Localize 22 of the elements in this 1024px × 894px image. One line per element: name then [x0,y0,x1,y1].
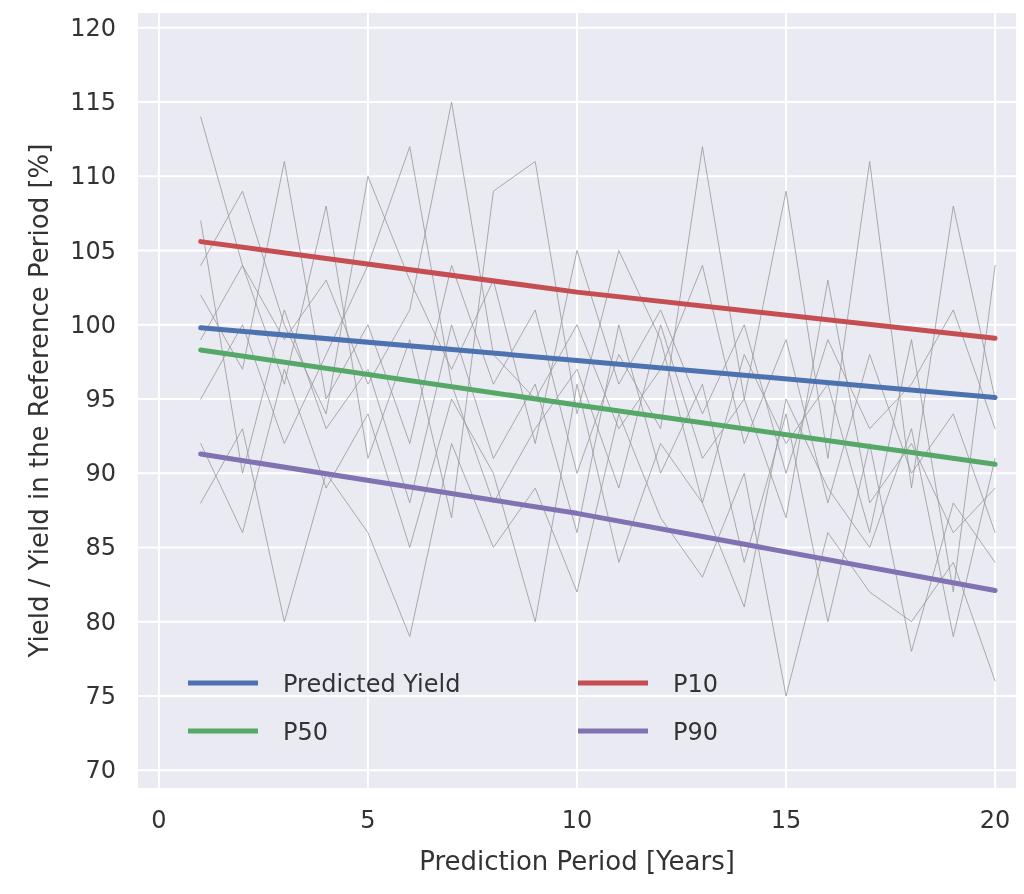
y-tick-label: 110 [70,162,116,191]
x-tick-label: 0 [151,806,167,834]
y-tick-label: 120 [70,13,116,42]
legend-label: P50 [283,718,329,746]
y-tick-label: 95 [85,385,116,414]
x-tick-label: 5 [360,806,376,834]
y-tick-label: 115 [70,88,116,117]
y-tick-label: 75 [85,681,116,710]
x-tick-label: 10 [561,806,593,834]
legend-label: P90 [673,718,719,746]
x-tick-label: 20 [979,806,1011,834]
y-axis-title: Yield / Yield in the Reference Period [%] [24,143,54,659]
y-tick-label: 85 [85,533,116,562]
y-tick-label: 105 [70,236,116,265]
legend-label: Predicted Yield [283,670,461,698]
x-axis-title: Prediction Period [Years] [419,846,735,876]
y-tick-label: 90 [85,459,116,488]
legend-label: P10 [673,670,719,698]
y-tick-label: 80 [85,607,116,636]
y-tick-label: 100 [70,310,116,339]
y-tick-label: 70 [85,756,116,785]
x-tick-label: 15 [770,806,802,834]
